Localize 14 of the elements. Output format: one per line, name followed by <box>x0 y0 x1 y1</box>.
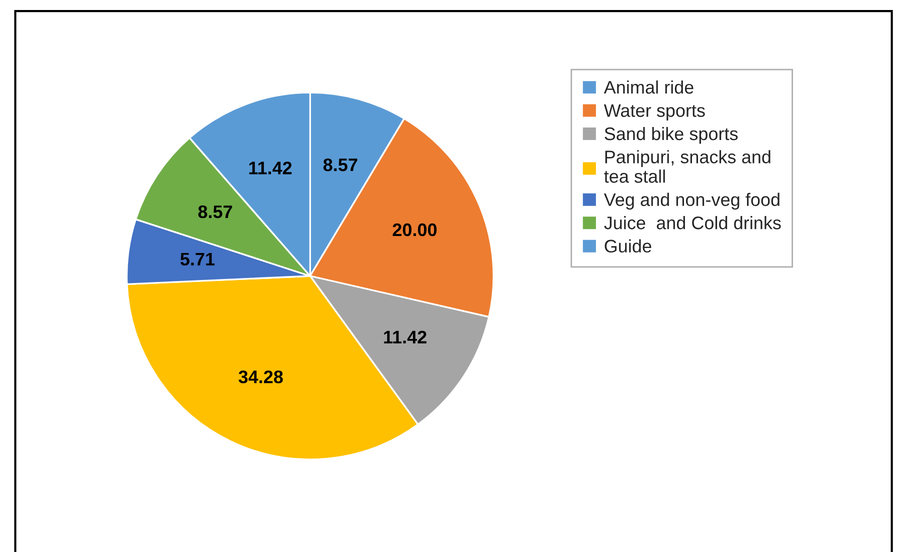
data-label: 11.42 <box>249 162 292 174</box>
data-label: 20.00 <box>392 223 437 236</box>
legend-label: Sand bike sports <box>604 126 738 144</box>
legend-label: Juice and Cold drinks <box>604 216 781 230</box>
data-label: 8.57 <box>323 158 358 172</box>
data-label: 5.71 <box>180 252 215 266</box>
data-label: 34.28 <box>238 370 283 384</box>
data-label: 8.57 <box>198 205 232 218</box>
legend-label: Panipuri, snacks and tea stall <box>604 150 770 183</box>
legend-label: Veg and non-veg food <box>604 192 780 210</box>
legend-label: Guide <box>604 239 652 253</box>
legend-label: Animal ride <box>604 80 694 94</box>
data-label: 11.42 <box>384 330 426 344</box>
legend-label: Water sports <box>604 104 705 121</box>
